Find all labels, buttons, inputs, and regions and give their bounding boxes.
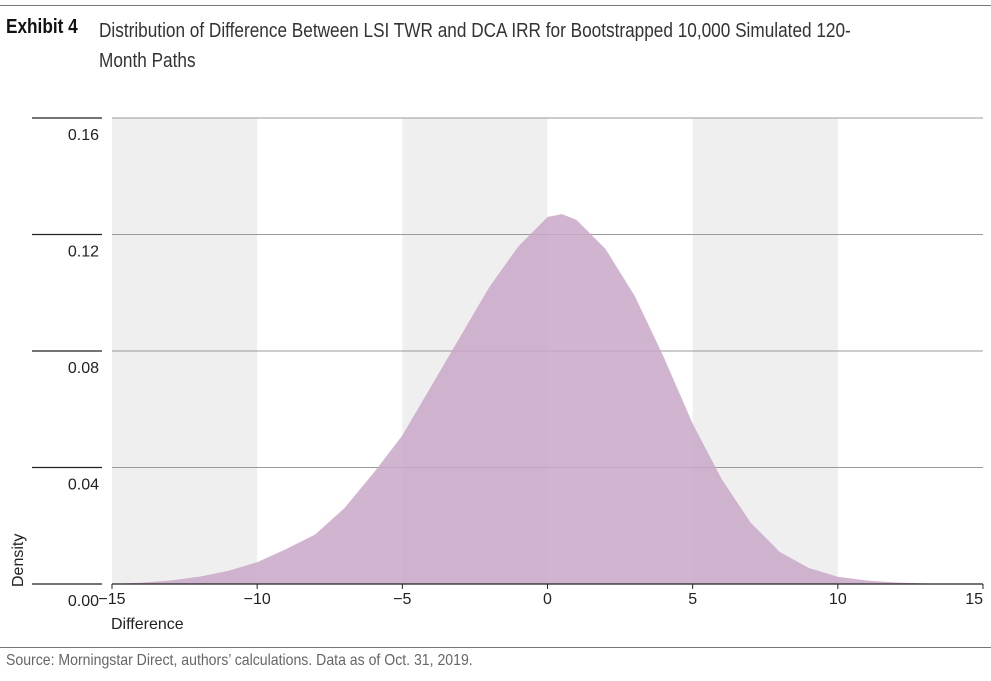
top-rule — [0, 5, 991, 6]
x-tick-label: 0 — [543, 591, 552, 608]
density-area — [112, 214, 983, 584]
x-axis-title: Difference — [111, 616, 184, 633]
x-tick-label: 15 — [965, 591, 983, 608]
y-tick-label: 0.04 — [68, 477, 99, 494]
y-axis-title: Density — [10, 534, 27, 587]
y-tick-label: 0.16 — [68, 127, 99, 144]
x-tick-label: 5 — [688, 591, 697, 608]
y-axis: 0.16 0.12 0.08 0.04 0.00 — [32, 117, 102, 610]
y-tick-label: 0.08 — [68, 360, 99, 377]
source-note: Source: Morningstar Direct, authors’ cal… — [6, 652, 473, 669]
source-rule — [0, 647, 991, 648]
y-tick-label: 0.12 — [68, 244, 99, 261]
y-tick-label: 0.00 — [68, 593, 99, 610]
x-tick-label: −5 — [393, 591, 411, 608]
exhibit-label: Exhibit 4 — [6, 16, 78, 38]
x-tick-label: −10 — [244, 591, 271, 608]
chart-title: Distribution of Difference Between LSI T… — [99, 20, 851, 72]
x-tick-label: 10 — [829, 591, 847, 608]
x-tick-label: −15 — [98, 591, 125, 608]
density-area-group — [112, 214, 983, 584]
x-axis: −15 −10 −5 0 5 10 15 — [32, 583, 984, 608]
